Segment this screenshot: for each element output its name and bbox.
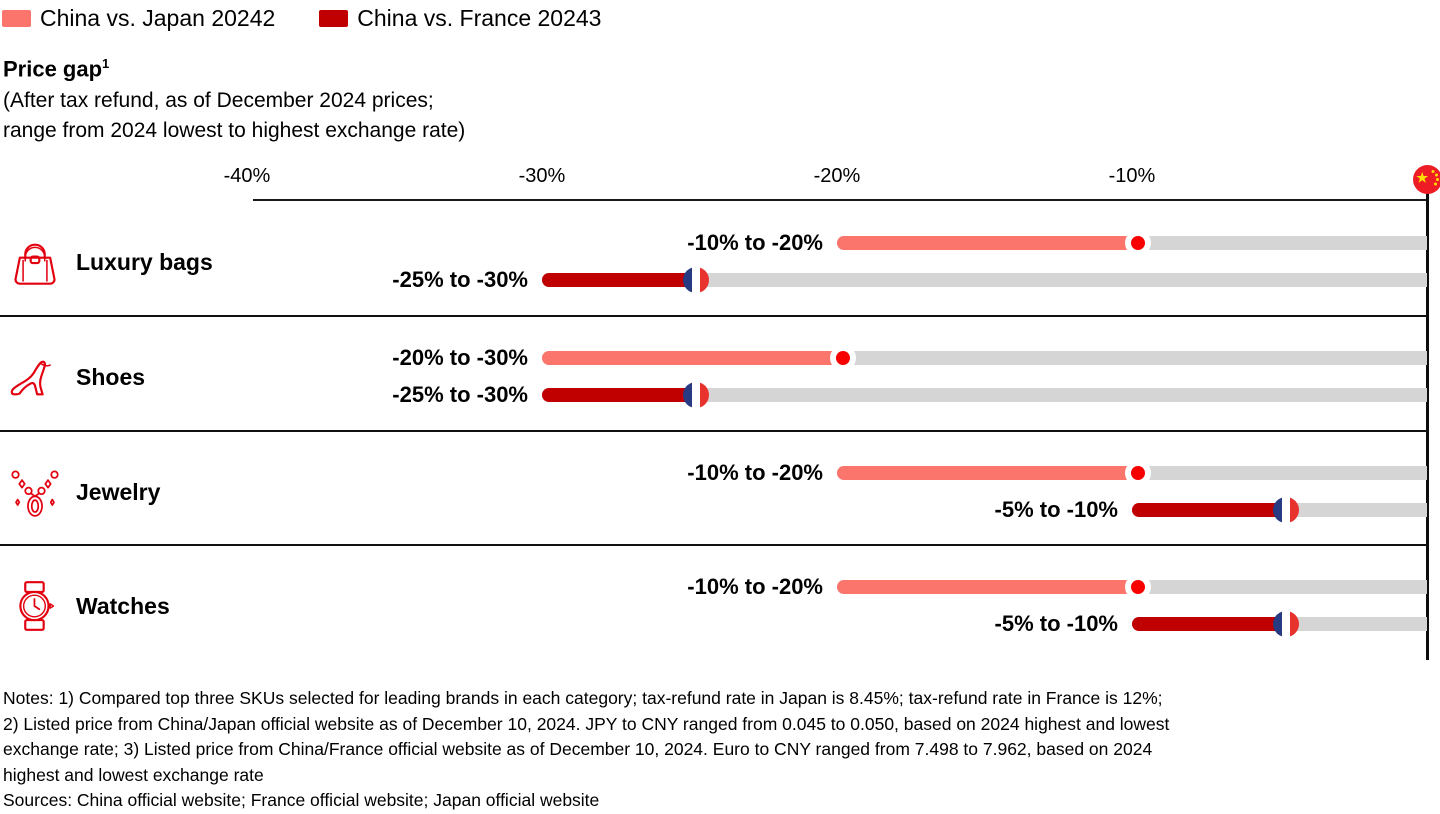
footnote-line: exchange rate; 3) Listed price from Chin… xyxy=(3,737,1169,763)
title-footnote-mark: 1 xyxy=(102,56,109,71)
chart-subtitle: (After tax refund, as of December 2024 p… xyxy=(3,86,465,146)
high-heel-icon xyxy=(9,351,61,403)
china-flag-icon xyxy=(1413,165,1440,194)
france-flag-icon xyxy=(683,382,709,408)
footnote-line: Notes: 1) Compared top three SKUs select… xyxy=(3,686,1169,712)
row-separator xyxy=(0,544,1427,546)
legend-label: China vs. France 20243 xyxy=(357,5,601,32)
france-bar xyxy=(1132,617,1280,631)
japan-bar xyxy=(837,580,1132,594)
legend-item-france-series: China vs. France 20243 xyxy=(319,5,601,32)
france-flag-icon xyxy=(683,267,709,293)
japan-bar-range-label: -10% to -20% xyxy=(687,230,823,256)
legend: China vs. Japan 20242 China vs. France 20… xyxy=(2,5,601,32)
footnote-line: highest and lowest exchange rate xyxy=(3,763,1169,789)
subtitle-line: range from 2024 lowest to highest exchan… xyxy=(3,116,465,146)
watch-icon xyxy=(9,580,61,632)
category-label-shoes: Shoes xyxy=(76,363,145,391)
japan-bar xyxy=(837,236,1132,250)
axis-tick-label: -40% xyxy=(224,165,271,188)
japan-flag-icon xyxy=(1125,230,1151,256)
france-bar-range-label: -5% to -10% xyxy=(995,497,1118,523)
legend-item-japan-series: China vs. Japan 20242 xyxy=(2,5,275,32)
japan-flag-icon xyxy=(1125,460,1151,486)
japan-bar-range-label: -10% to -20% xyxy=(687,460,823,486)
category-label-watches: Watches xyxy=(76,592,170,620)
japan-bar-range-label: -20% to -30% xyxy=(392,345,528,371)
category-label-jewelry: Jewelry xyxy=(76,478,160,506)
row-separator xyxy=(0,430,1427,432)
necklace-icon xyxy=(9,466,61,518)
axis-tick-label: -20% xyxy=(814,165,861,188)
footnotes: Notes: 1) Compared top three SKUs select… xyxy=(3,686,1169,814)
legend-swatch-france-series xyxy=(319,10,348,27)
legend-label: China vs. Japan 20242 xyxy=(40,5,275,32)
france-flag-icon xyxy=(1273,497,1299,523)
subtitle-line: (After tax refund, as of December 2024 p… xyxy=(3,86,465,116)
france-bar-range-label: -25% to -30% xyxy=(392,382,528,408)
axis-tick-label: -30% xyxy=(519,165,566,188)
handbag-icon xyxy=(9,236,61,288)
chart-title: Price gap1 xyxy=(3,56,109,82)
france-bar xyxy=(542,273,690,287)
axis-line xyxy=(253,199,1427,201)
japan-flag-icon xyxy=(830,345,856,371)
france-bar-range-label: -25% to -30% xyxy=(392,267,528,293)
japan-flag-icon xyxy=(1125,574,1151,600)
france-bar xyxy=(542,388,690,402)
legend-swatch-japan-series xyxy=(2,10,31,27)
row-separator xyxy=(0,315,1427,317)
footnote-line: 2) Listed price from China/Japan officia… xyxy=(3,712,1169,738)
japan-bar-range-label: -10% to -20% xyxy=(687,574,823,600)
france-flag-icon xyxy=(1273,611,1299,637)
france-bar-range-label: -5% to -10% xyxy=(995,611,1118,637)
france-bar xyxy=(1132,503,1280,517)
axis-tick-label: -10% xyxy=(1109,165,1156,188)
japan-bar xyxy=(542,351,837,365)
japan-bar xyxy=(837,466,1132,480)
category-label-luxury-bags: Luxury bags xyxy=(76,248,213,276)
